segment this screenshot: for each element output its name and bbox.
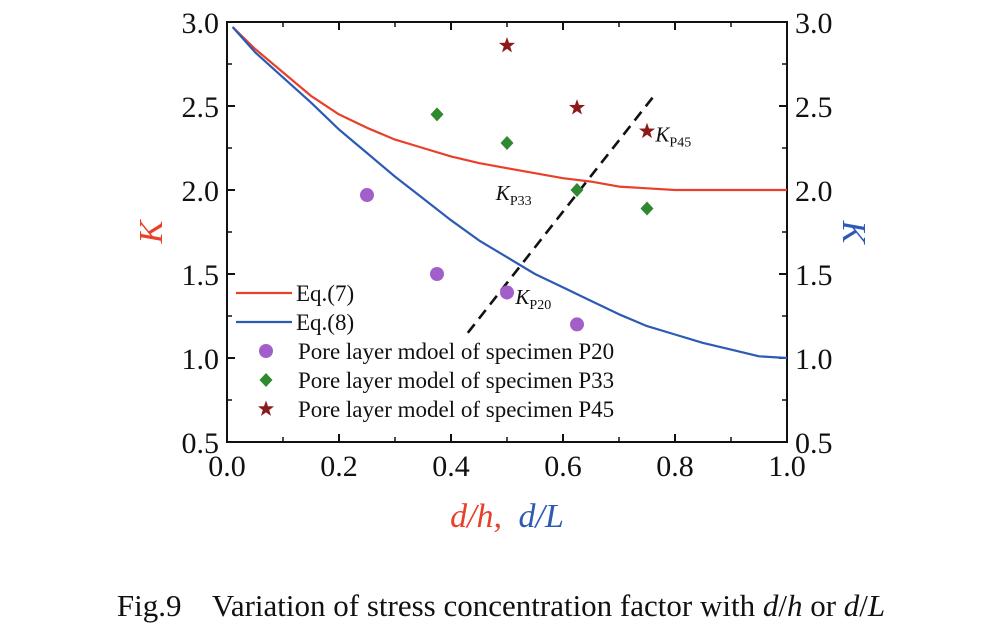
data-point-diamond xyxy=(430,107,444,122)
caption-var-d1: d xyxy=(762,588,779,623)
y-axis-title-right: K xyxy=(835,220,872,246)
annotation-main: K xyxy=(495,181,511,205)
x-tick-label: 0.4 xyxy=(432,450,470,483)
y-tick-label-left: 0.5 xyxy=(182,427,220,460)
series-line-1 xyxy=(231,26,787,192)
y-tick-label-left: 2.0 xyxy=(182,175,220,208)
y-tick-label-right: 1.0 xyxy=(795,343,833,376)
legend-entry: Eq.(8) xyxy=(236,310,354,335)
y-tick-label-right: 1.5 xyxy=(795,259,833,292)
x-tick-labels: 0.0 0.2 0.4 0.6 0.8 1.0 xyxy=(208,450,806,483)
caption-prefix: Fig.9 Variation of stress concentration … xyxy=(116,588,763,623)
trend-line xyxy=(466,96,654,334)
trend-line-group xyxy=(466,96,654,334)
legend-label: Pore layer mdoel of specimen P20 xyxy=(298,339,614,364)
scatter-markers xyxy=(360,37,656,332)
legend-label: Pore layer model of specimen P33 xyxy=(298,368,614,393)
y-tick-label-right: 0.5 xyxy=(795,427,833,460)
caption-middle: or xyxy=(802,588,844,623)
data-point-star xyxy=(568,99,586,115)
annotation-sub: P45 xyxy=(669,135,691,150)
legend-entry: Pore layer mdoel of specimen P20 xyxy=(259,339,614,364)
x-axis-title-second: d/L xyxy=(519,498,564,535)
annotation-kp20: KP20 xyxy=(514,285,551,313)
y-tick-label-right: 2.5 xyxy=(795,91,833,124)
axis-ticks xyxy=(226,21,788,443)
annotation-main: K xyxy=(514,285,530,309)
legend-entry: Eq.(7) xyxy=(236,281,354,306)
legend-label: Eq.(8) xyxy=(296,310,354,335)
data-point-star xyxy=(638,122,656,139)
data-point-diamond xyxy=(640,201,654,216)
legend-entry: Pore layer model of specimen P33 xyxy=(259,368,614,393)
y-axis-title-left: K xyxy=(133,218,170,244)
x-tick-label: 0.8 xyxy=(656,450,694,483)
y-tick-label-right: 3.0 xyxy=(795,7,833,40)
data-point-diamond xyxy=(500,135,514,150)
y-tick-label-right: 2.0 xyxy=(795,175,833,208)
series-line-2 xyxy=(231,26,788,360)
x-axis-title: d/h, d/L xyxy=(450,498,564,535)
series-lines xyxy=(231,26,788,360)
x-tick-label: 0.0 xyxy=(208,450,246,483)
data-point-circle xyxy=(430,267,444,281)
legend-entry: Pore layer model of specimen P45 xyxy=(257,397,614,422)
annotation-sub: P20 xyxy=(529,298,551,313)
legend-label: Pore layer model of specimen P45 xyxy=(298,397,614,422)
annotation-main: K xyxy=(654,122,670,146)
x-axis-title-first: d/h, xyxy=(450,498,502,535)
y-tick-labels-left: 0.5 1.0 1.5 2.0 2.5 3.0 xyxy=(182,7,220,460)
figure-caption: Fig.9 Variation of stress concentration … xyxy=(0,588,1002,624)
caption-slash-2: / xyxy=(859,588,868,623)
y-tick-label-left: 3.0 xyxy=(182,7,220,40)
data-point-circle xyxy=(570,317,584,332)
legend-swatch-circle xyxy=(259,344,273,358)
data-point-circle xyxy=(500,285,514,300)
legend-label: Eq.(7) xyxy=(296,281,354,306)
legend: Eq.(7) Eq.(8) Pore layer mdoel of specimen… xyxy=(236,281,614,422)
caption-var-d2: d xyxy=(843,588,860,623)
annotation-kp33: KP33 xyxy=(495,181,532,209)
data-point-star xyxy=(498,37,516,53)
x-tick-label: 0.6 xyxy=(544,450,582,483)
legend-swatch-diamond xyxy=(259,373,273,387)
annotation-sub: P33 xyxy=(510,194,532,209)
y-tick-labels-right: 0.5 1.0 1.5 2.0 2.5 3.0 xyxy=(795,7,833,460)
data-point-diamond xyxy=(570,183,584,197)
x-tick-label: 0.2 xyxy=(320,450,358,483)
data-point-circle xyxy=(360,188,374,203)
caption-slash-1: / xyxy=(778,588,787,623)
y-tick-label-left: 2.5 xyxy=(182,91,220,124)
legend-swatch-star xyxy=(257,400,275,416)
caption-var-l: L xyxy=(867,588,886,623)
y-tick-label-left: 1.5 xyxy=(182,259,220,292)
annotation-kp45: KP45 xyxy=(654,122,691,150)
y-tick-label-left: 1.0 xyxy=(182,343,220,376)
x-tick-label: 1.0 xyxy=(768,450,806,483)
caption-var-h: h xyxy=(786,588,803,623)
